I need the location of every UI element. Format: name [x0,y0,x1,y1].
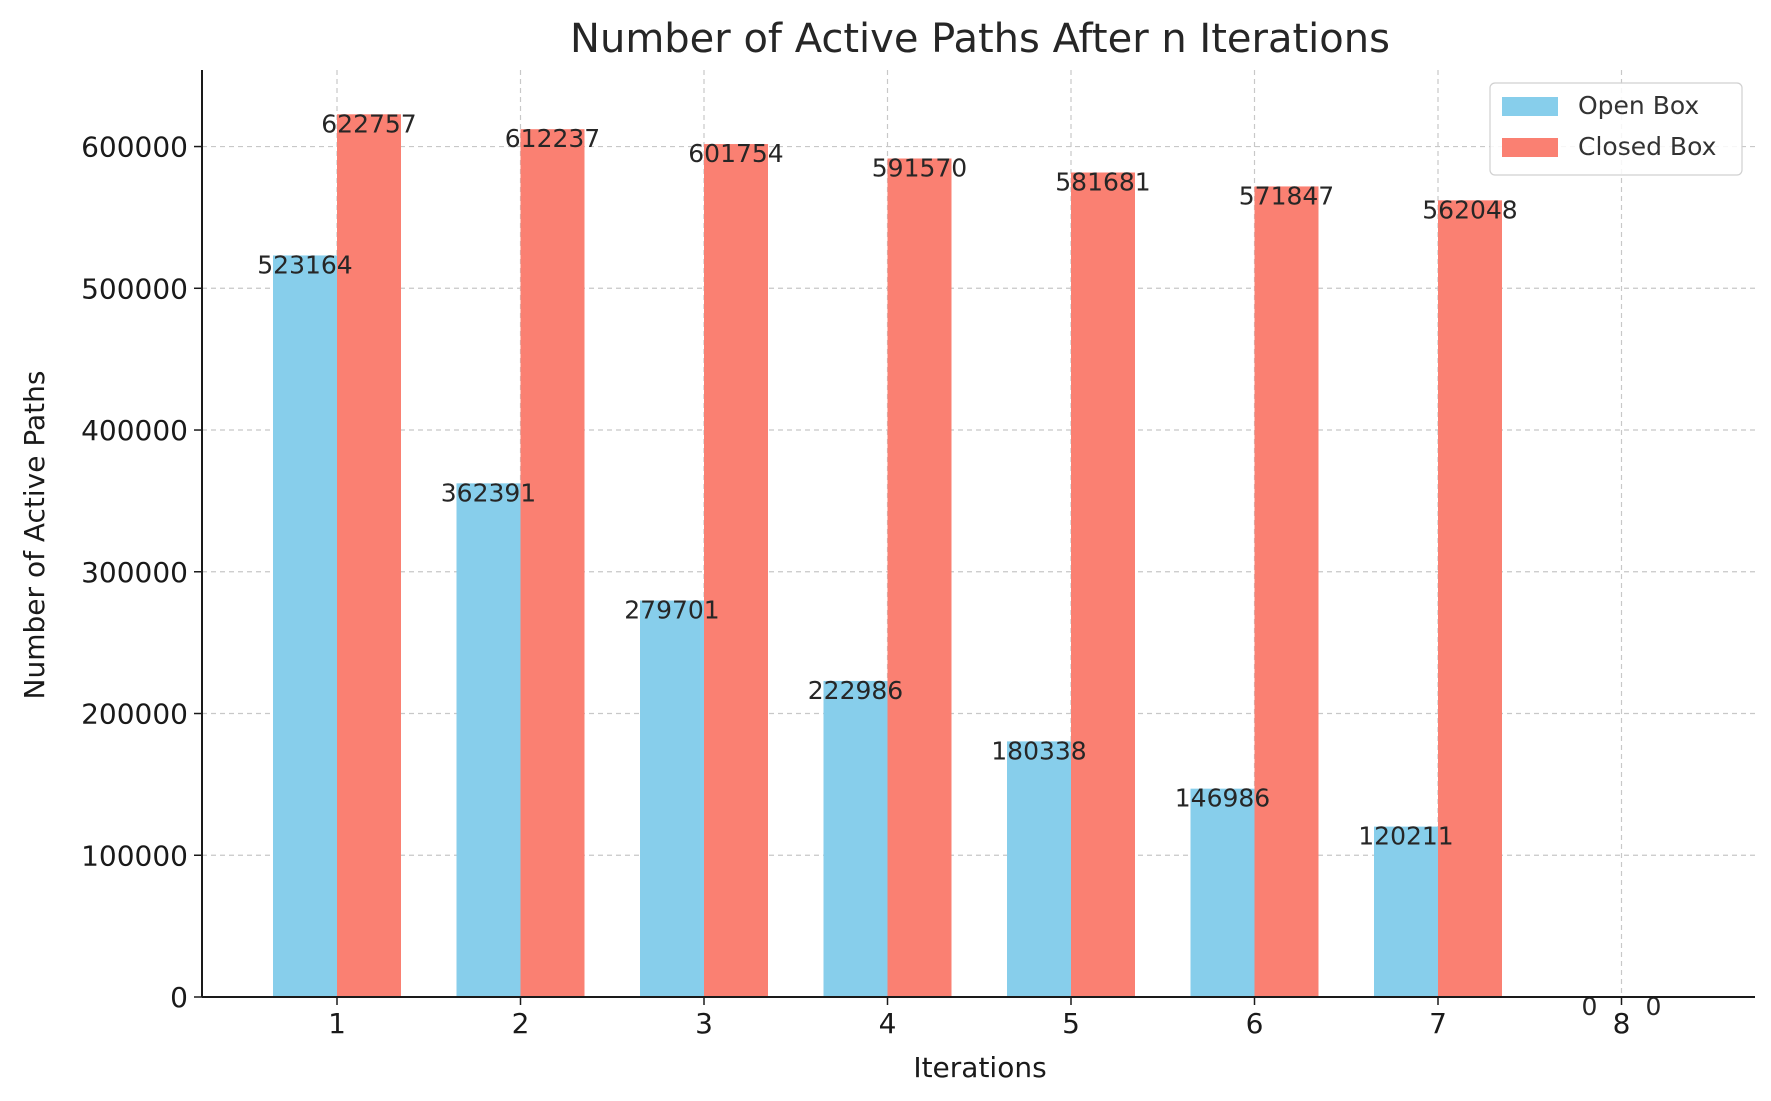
bar-value-label: 591570 [872,153,967,182]
bar-open-box [640,600,704,997]
x-tick-label: 5 [1062,1007,1080,1040]
bars [273,114,1502,998]
y-tick-labels: 0 100000 200000 300000 400000 500000 600000 [81,131,188,1014]
bar-open-box [1374,826,1438,997]
y-tick-label: 400000 [81,414,188,447]
bar-value-label: 571847 [1239,181,1334,210]
bar-value-label: 362391 [441,478,536,507]
chart-title: Number of Active Paths After n Iteration… [570,16,1390,62]
y-tick-label: 500000 [81,272,188,305]
bar-value-labels: 523164 362391 279701 222986 180338 146986 1202… [257,109,1661,1021]
bar-closed-box [887,158,952,997]
bar-value-label: 581681 [1055,168,1150,197]
x-tick-label: 6 [1246,1007,1264,1040]
axes [194,70,1755,1005]
bar-value-label: 601754 [688,139,783,168]
bar-closed-box [520,129,585,998]
x-tick-label: 2 [512,1007,530,1040]
legend-label: Closed Box [1578,132,1716,161]
legend-label: Open Box [1578,91,1699,120]
bar-value-label: 612237 [505,124,600,153]
y-tick-label: 100000 [81,839,188,872]
bar-closed-box [1071,172,1135,997]
bar-open-box [1007,741,1071,997]
bar-closed-box [1438,200,1502,997]
x-tick-label: 4 [879,1007,897,1040]
y-tick-label: 600000 [81,131,188,164]
bar-open-box [273,255,337,997]
x-axis-label: Iterations [913,1051,1046,1084]
y-axis-label: Number of Active Paths [18,371,51,700]
x-tick-label: 1 [328,1007,346,1040]
bar-value-label: 279701 [624,596,719,625]
legend-swatch [1502,97,1558,116]
x-tick-label: 7 [1429,1007,1447,1040]
legend-swatch [1502,138,1558,157]
x-tick-label: 3 [695,1007,713,1040]
bar-value-label: 180338 [991,736,1086,765]
bar-closed-box [337,114,401,998]
x-tick-label: 8 [1613,1007,1631,1040]
y-tick-label: 0 [170,981,188,1014]
bar-closed-box [1254,186,1319,997]
bar-value-label: 120211 [1358,822,1453,851]
bar-open-box [456,483,521,997]
bar-closed-box [704,144,768,997]
bar-value-label: 0 [1646,992,1662,1021]
bar-value-label: 622757 [321,109,416,138]
bar-open-box [823,680,888,997]
y-tick-label: 200000 [81,698,188,731]
y-tick-label: 300000 [81,556,188,589]
bar-value-label: 146986 [1175,784,1270,813]
bar-open-box [1190,788,1255,997]
bar-value-label: 523164 [257,250,352,279]
bar-value-label: 562048 [1422,195,1517,224]
x-tick-labels: 1 2 3 4 5 6 7 8 [328,1007,1630,1040]
bar-value-label: 222986 [808,676,903,705]
legend: Open Box Closed Box [1489,82,1743,176]
bar-value-label: 0 [1582,992,1598,1021]
